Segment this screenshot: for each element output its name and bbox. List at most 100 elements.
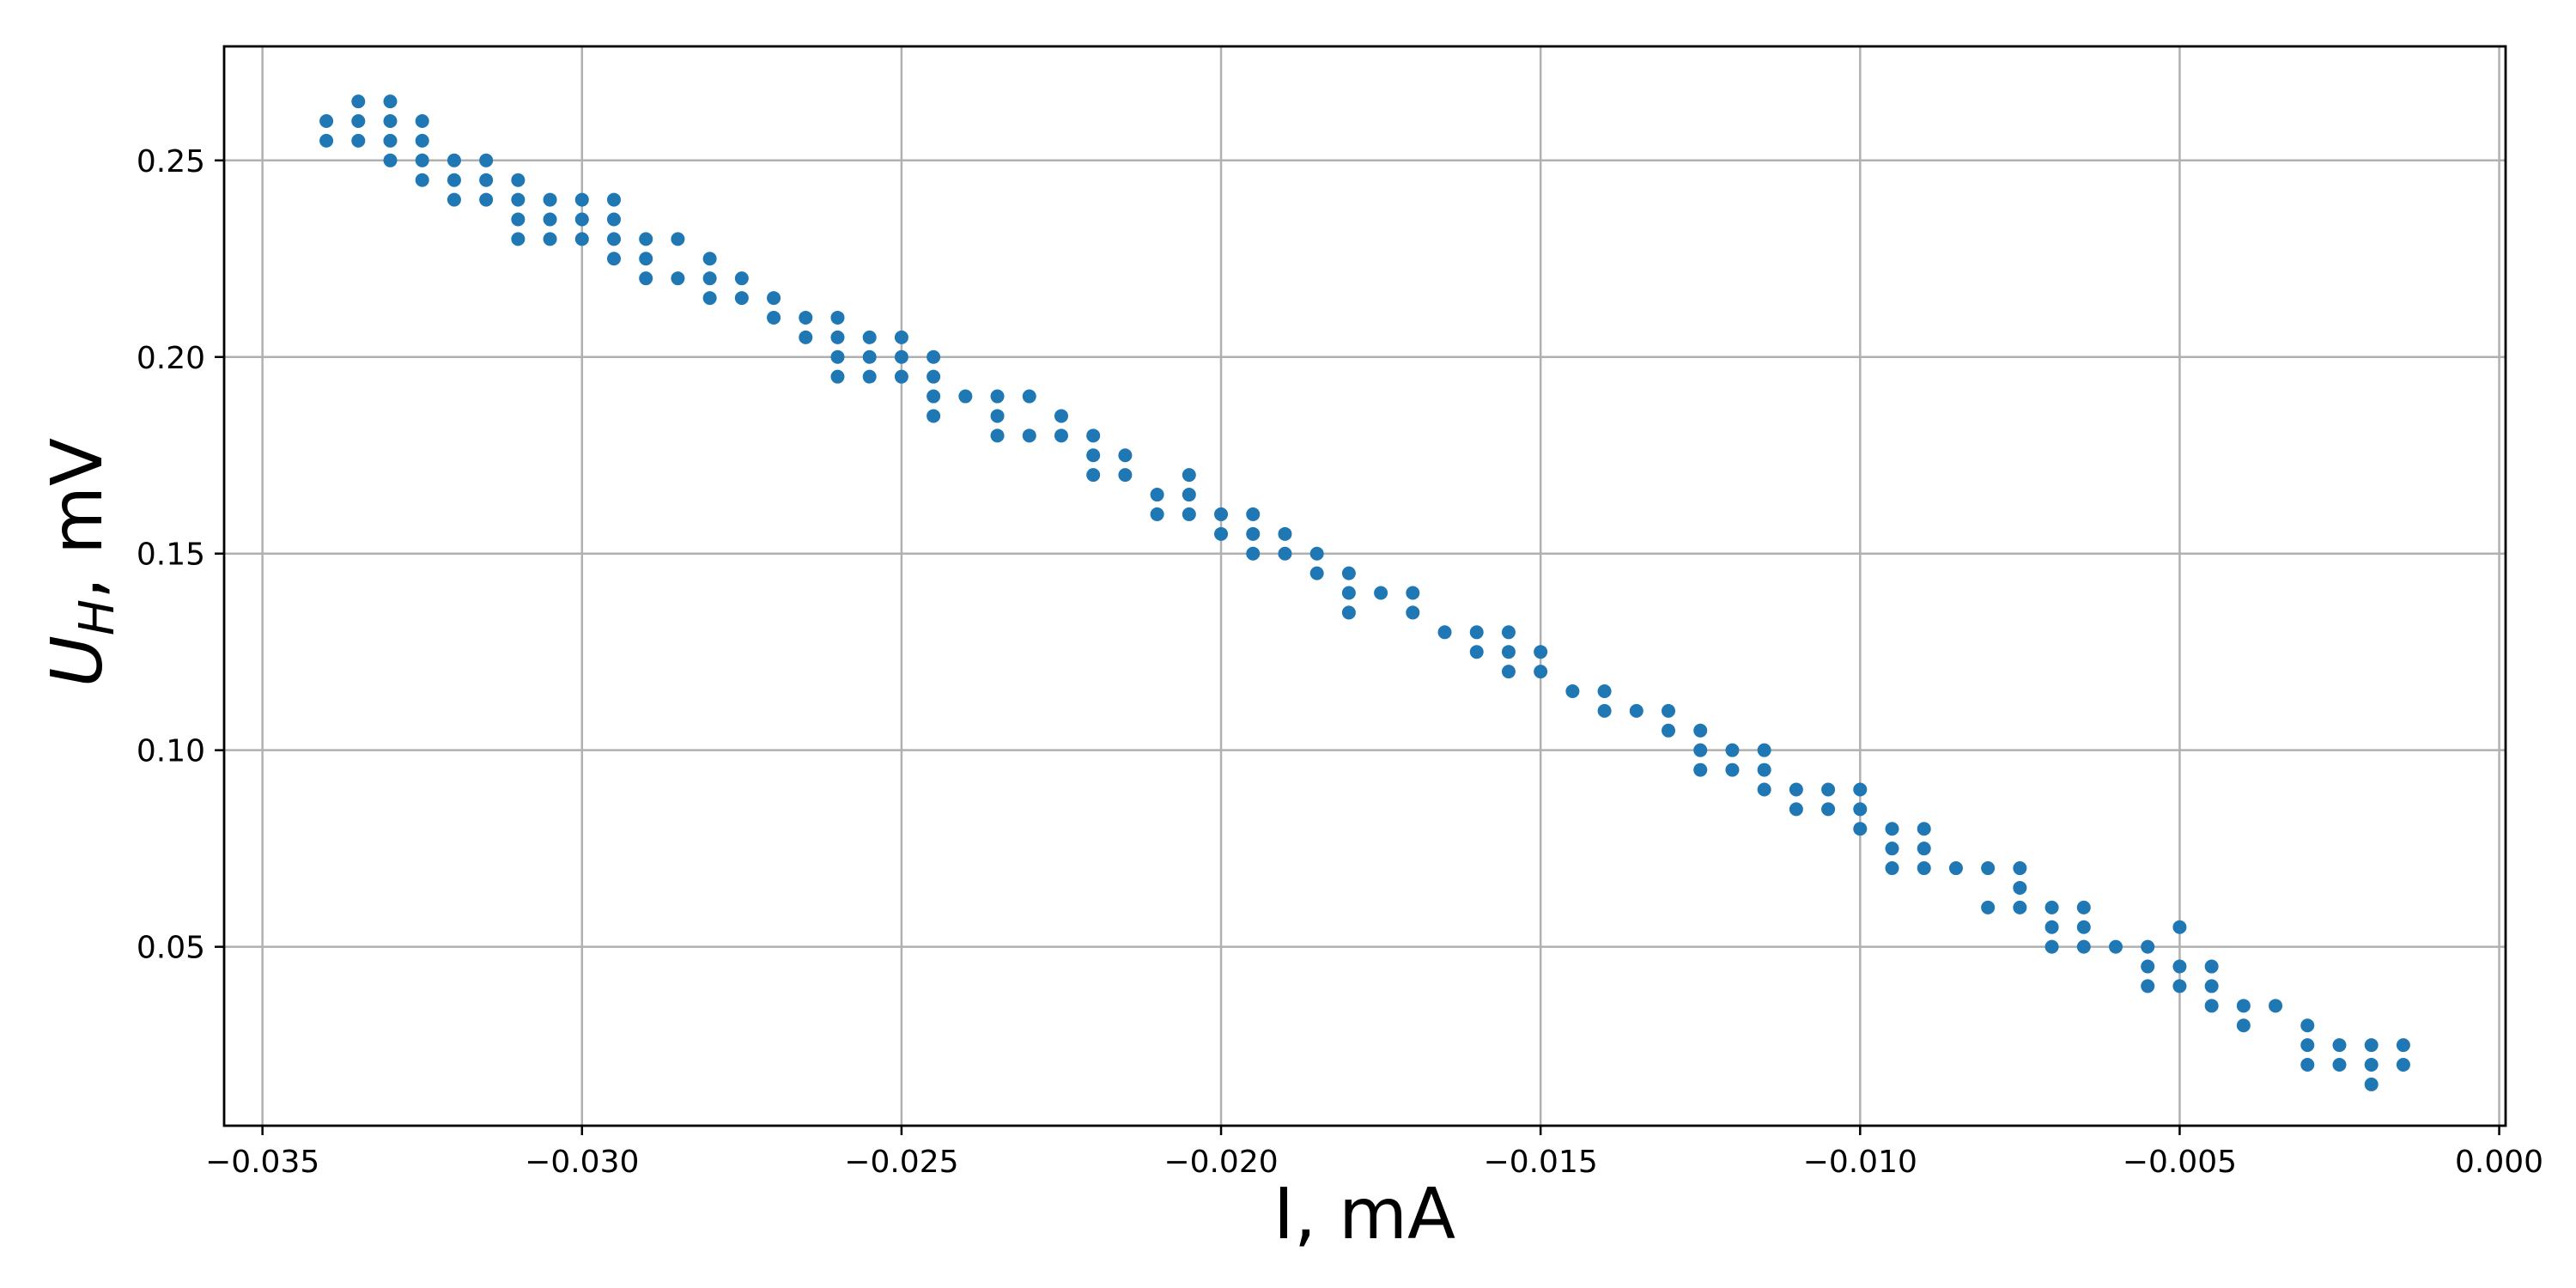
data-point [2172,959,2187,974]
data-point [830,349,845,364]
data-point [1885,861,1899,876]
data-point [2141,959,2155,974]
data-point [2364,1038,2379,1053]
data-point [511,232,526,246]
data-point [1501,665,1516,679]
data-point [2236,1018,2251,1033]
data-point [383,153,398,167]
data-point [734,271,749,286]
data-point [1597,683,1612,698]
data-point [1757,743,1771,757]
data-point [415,153,429,167]
y-tick-label: 0.15 [137,538,205,573]
data-point [894,349,908,364]
data-point [927,409,941,423]
data-point [2236,999,2251,1013]
data-point [1469,645,1484,659]
data-point [2364,1077,2379,1091]
y-tick-label: 0.25 [137,144,205,179]
data-point [2076,939,2091,954]
data-point [1501,625,1516,640]
data-point [1437,625,1452,640]
data-point [1118,448,1133,463]
data-point [927,389,941,404]
data-point [1118,468,1133,483]
plot-frame [222,45,2507,1127]
data-point [1597,703,1612,718]
data-point [799,330,813,344]
data-point [511,173,526,187]
data-point [1885,822,1899,836]
data-point [2269,999,2283,1013]
data-point [1022,428,1036,443]
data-point [415,133,429,148]
data-point [1182,488,1196,502]
data-point [447,192,461,207]
data-point [1278,526,1292,541]
data-point [351,133,366,148]
data-point [447,153,461,167]
data-point [2141,979,2155,993]
data-point [383,94,398,109]
data-point [799,310,813,325]
data-point [671,271,685,286]
data-point [543,212,557,227]
x-axis-label: I, mA [1273,1174,1455,1255]
data-point [2172,920,2187,934]
data-point [447,173,461,187]
data-point [1981,900,1996,914]
data-point [351,114,366,129]
data-point [1853,802,1868,817]
data-point [2013,861,2027,876]
data-point [1662,703,1676,718]
data-point [351,94,366,109]
y-axis-ticks: 0.05 0.10 0.15 0.20 0.25 [137,144,224,966]
grid [224,46,2506,1126]
data-point [2204,979,2219,993]
x-tick-label: −0.035 [205,1145,319,1180]
data-point [1086,428,1101,443]
data-point [1086,468,1101,483]
data-point [511,212,526,227]
data-point [1693,723,1708,738]
data-point [2044,900,2059,914]
data-point [1501,645,1516,659]
data-point [927,369,941,384]
data-point [671,232,685,246]
data-point [1534,665,1548,679]
y-tick-label: 0.05 [137,931,205,966]
y-axis-label: UH, mV [37,438,125,687]
data-point [2364,1058,2379,1072]
x-tick-label: −0.010 [1803,1145,1917,1180]
data-point [383,133,398,148]
data-point [639,252,653,266]
data-point [2109,939,2123,954]
data-point [1374,586,1388,600]
data-point [479,173,494,187]
data-point [767,310,781,325]
x-tick-label: −0.030 [525,1145,639,1180]
x-tick-label: −0.020 [1163,1145,1278,1180]
data-point [606,232,621,246]
data-point [1246,546,1261,561]
data-point [927,349,941,364]
data-point [1341,566,1356,580]
data-point [2013,880,2027,895]
data-point [1821,782,1836,797]
data-point [1725,762,1740,777]
data-point [1981,861,1996,876]
data-point [606,252,621,266]
data-point [1086,448,1101,463]
data-point [319,133,334,148]
data-point [1406,605,1420,620]
x-tick-label: 0.000 [2455,1145,2543,1180]
data-point [1693,762,1708,777]
data-point [2204,959,2219,974]
data-point [1214,507,1229,521]
data-point [830,330,845,344]
data-point [1629,703,1643,718]
data-point [543,192,557,207]
data-point [2332,1038,2347,1053]
